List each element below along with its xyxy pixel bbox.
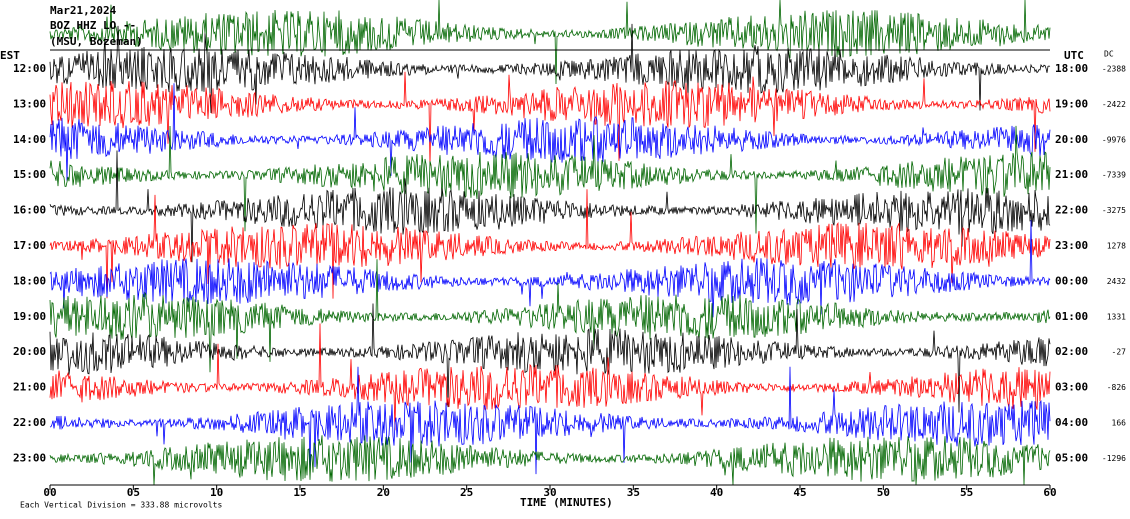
est-label: 22:00 bbox=[13, 416, 46, 429]
x-tick-label: 60 bbox=[1043, 486, 1056, 499]
dc-label: -3275 bbox=[1102, 206, 1126, 215]
dc-label: -2388 bbox=[1102, 65, 1126, 74]
x-tick-label: 00 bbox=[43, 486, 56, 499]
trace bbox=[49, 220, 1051, 318]
dc-label: -27 bbox=[1112, 348, 1127, 357]
est-label: 15:00 bbox=[13, 168, 46, 181]
trace bbox=[49, 259, 1051, 373]
dc-label: -2422 bbox=[1102, 100, 1126, 109]
x-tick-label: 10 bbox=[210, 486, 223, 499]
utc-label: 00:00 bbox=[1055, 274, 1088, 287]
trace bbox=[49, 0, 1051, 85]
dc-label: -9976 bbox=[1102, 135, 1126, 144]
est-label: 19:00 bbox=[13, 310, 46, 323]
est-label: 18:00 bbox=[13, 274, 46, 287]
trace bbox=[49, 23, 1051, 114]
date: Mar21,2024 bbox=[50, 4, 117, 17]
dc-label: 1278 bbox=[1107, 242, 1126, 251]
x-tick-label: 25 bbox=[460, 486, 473, 499]
trace bbox=[49, 83, 1051, 181]
x-tick-label: 45 bbox=[793, 486, 806, 499]
utc-label: 01:00 bbox=[1055, 310, 1088, 323]
x-tick-label: 30 bbox=[543, 486, 556, 499]
x-tick-label: 15 bbox=[293, 486, 306, 499]
right-title: UTC bbox=[1064, 49, 1084, 62]
x-tick-label: 55 bbox=[960, 486, 973, 499]
trace bbox=[49, 125, 1051, 234]
dc-label: -7339 bbox=[1102, 171, 1126, 180]
dc-title: DC bbox=[1104, 50, 1114, 59]
left-title: EST bbox=[0, 49, 20, 62]
est-label: 17:00 bbox=[13, 239, 46, 252]
footer: Each Vertical Division = 333.88 microvol… bbox=[20, 501, 222, 510]
dc-label: 1331 bbox=[1107, 312, 1126, 321]
dc-label: 2432 bbox=[1107, 277, 1126, 286]
dc-label: -826 bbox=[1107, 383, 1126, 392]
est-label: 23:00 bbox=[13, 451, 46, 464]
dc-label: -1296 bbox=[1102, 454, 1126, 463]
trace bbox=[49, 323, 1051, 431]
utc-label: 03:00 bbox=[1055, 381, 1088, 394]
trace bbox=[49, 150, 1051, 263]
trace bbox=[49, 71, 1051, 166]
utc-label: 23:00 bbox=[1055, 239, 1088, 252]
trace bbox=[49, 435, 1051, 486]
est-label: 13:00 bbox=[13, 97, 46, 110]
est-label: 20:00 bbox=[13, 345, 46, 358]
utc-label: 05:00 bbox=[1055, 451, 1088, 464]
traces bbox=[49, 0, 1051, 486]
utc-label: 21:00 bbox=[1055, 168, 1088, 181]
x-tick-label: 35 bbox=[627, 486, 640, 499]
station: BOZ HHZ LO -- bbox=[50, 19, 136, 32]
x-tick-label: 50 bbox=[877, 486, 890, 499]
x-tick-label: 20 bbox=[377, 486, 390, 499]
x-tick-label: 05 bbox=[127, 486, 140, 499]
dc-label: 166 bbox=[1112, 419, 1127, 428]
utc-label: 02:00 bbox=[1055, 345, 1088, 358]
est-label: 12:00 bbox=[13, 62, 46, 75]
x-title: TIME (MINUTES) bbox=[520, 496, 613, 509]
trace bbox=[49, 303, 1051, 413]
utc-label: 22:00 bbox=[1055, 204, 1088, 217]
utc-label: 18:00 bbox=[1055, 62, 1088, 75]
trace bbox=[49, 366, 1051, 475]
utc-label: 20:00 bbox=[1055, 133, 1088, 146]
est-label: 14:00 bbox=[13, 133, 46, 146]
x-tick-label: 40 bbox=[710, 486, 723, 499]
trace bbox=[49, 189, 1051, 299]
est-label: 16:00 bbox=[13, 204, 46, 217]
utc-label: 19:00 bbox=[1055, 97, 1088, 110]
location: (MSU, Bozeman) bbox=[50, 35, 143, 48]
utc-label: 04:00 bbox=[1055, 416, 1088, 429]
est-label: 21:00 bbox=[13, 381, 46, 394]
